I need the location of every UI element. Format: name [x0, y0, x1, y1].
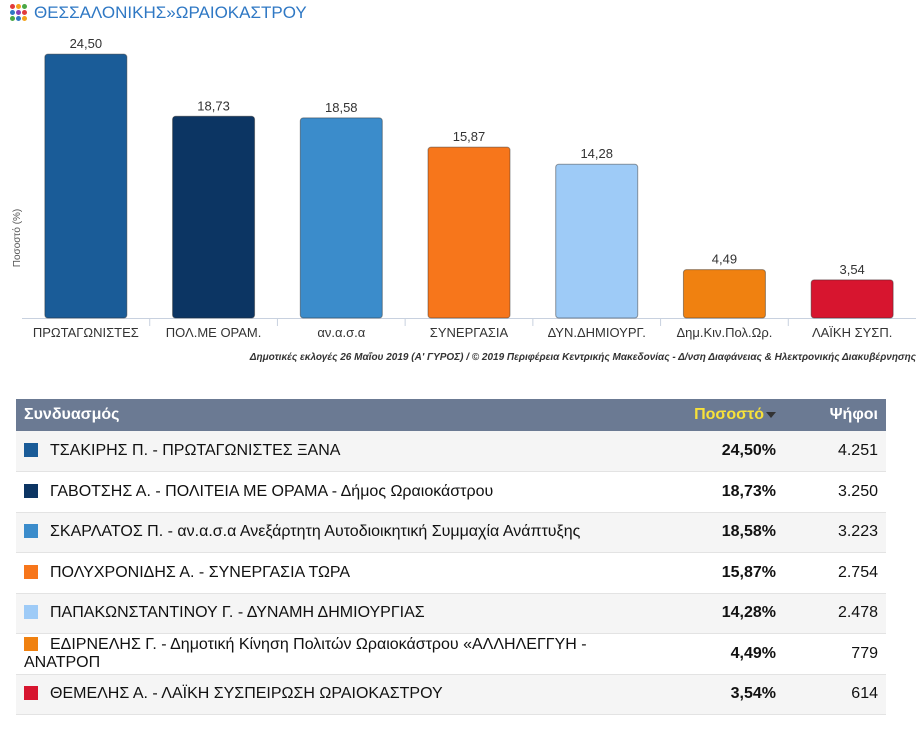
row-percentage: 15,87%: [721, 563, 776, 581]
row-percentage: 3,54%: [730, 685, 776, 703]
breadcrumb-municipality[interactable]: ΩΡΑΙΟΚΑΣΤΡΟΥ: [175, 3, 307, 22]
header-votes[interactable]: Ψήφοι: [829, 406, 878, 423]
table-row[interactable]: ΕΔΙΡΝΕΛΗΣ Γ. - Δημοτική Κίνηση Πολιτών Ω…: [16, 633, 886, 675]
dots-logo-icon: [10, 4, 28, 22]
row-votes: 3.250: [837, 482, 878, 500]
table-row[interactable]: ΣΚΑΡΛΑΤΟΣ Π. - αν.α.σ.α Ανεξάρτητη Αυτοδ…: [16, 512, 886, 553]
row-coalition: ΤΣΑΚΙΡΗΣ Π. - ΠΡΩΤΑΓΩΝΙΣΤΕΣ ΞΑΝΑ: [16, 431, 658, 472]
row-votes: 779: [851, 644, 878, 662]
results-table: Συνδυασμός Ποσοστό Ψήφοι ΤΣΑΚΙΡΗΣ Π. - Π…: [16, 399, 886, 715]
row-coalition-name: ΤΣΑΚΙΡΗΣ Π. - ΠΡΩΤΑΓΩΝΙΣΤΕΣ ΞΑΝΑ: [50, 442, 341, 459]
row-coalition: ΠΑΠΑΚΩΝΣΤΑΝΤΙΝΟΥ Γ. - ΔΥΝΑΜΗ ΔΗΜΙΟΥΡΓΙΑΣ: [16, 593, 658, 634]
row-coalition: ΣΚΑΡΛΑΤΟΣ Π. - αν.α.σ.α Ανεξάρτητη Αυτοδ…: [16, 512, 658, 553]
bar-5[interactable]: [555, 163, 639, 319]
row-votes: 2.478: [837, 604, 878, 622]
row-votes: 3.223: [837, 523, 878, 541]
bar-7[interactable]: [810, 279, 894, 319]
chart-credit: Δημοτικές εκλογές 26 Μαΐου 2019 (Α' ΓΥΡΟ…: [249, 352, 916, 363]
row-votes: 2.754: [837, 563, 878, 581]
row-votes: 4.251: [837, 442, 878, 459]
table-row[interactable]: ΠΑΠΑΚΩΝΣΤΑΝΤΙΝΟΥ Γ. - ΔΥΝΑΜΗ ΔΗΜΙΟΥΡΓΙΑΣ…: [16, 593, 886, 634]
table-header-row: Συνδυασμός Ποσοστό Ψήφοι: [16, 399, 886, 431]
row-coalition-name: ΓΑΒΟΤΣΗΣ Α. - ΠΟΛΙΤΕΙΑ ΜΕ ΟΡΑΜΑ - Δήμος …: [50, 482, 494, 500]
row-coalition: ΠΟΛΥΧΡΟΝΙΔΗΣ Α. - ΣΥΝΕΡΓΑΣΙΑ ΤΩΡΑ: [16, 553, 658, 594]
row-coalition-name: ΘΕΜΕΛΗΣ Α. - ΛΑΪΚΗ ΣΥΣΠΕΙΡΩΣΗ ΩΡΑΙΟΚΑΣΤΡ…: [50, 685, 443, 703]
color-swatch: [24, 443, 38, 457]
color-swatch: [24, 483, 38, 498]
breadcrumb-region[interactable]: ΘΕΣΣΑΛΟΝΙΚΗΣ: [34, 3, 167, 22]
row-coalition: ΘΕΜΕΛΗΣ Α. - ΛΑΪΚΗ ΣΥΣΠΕΙΡΩΣΗ ΩΡΑΙΟΚΑΣΤΡ…: [16, 674, 658, 715]
row-percentage: 4,49%: [730, 644, 776, 662]
x-tick-label: ΔΥΝ.ΔΗΜΙΟΥΡΓ.: [548, 325, 646, 340]
row-votes: 614: [851, 685, 878, 703]
color-swatch: [24, 524, 38, 539]
data-label: 24,50: [70, 36, 103, 51]
data-label: 3,54: [839, 262, 864, 277]
x-tick-label: ΠΟΛ.ΜΕ ΟΡΑΜ.: [166, 325, 262, 340]
x-tick-label: Δημ.Κιν.Πολ.Ωρ.: [676, 325, 772, 340]
data-label: 14,28: [580, 146, 613, 161]
breadcrumb: ΘΕΣΣΑΛΟΝΙΚΗΣ » ΩΡΑΙΟΚΑΣΤΡΟΥ: [10, 2, 307, 24]
row-coalition: ΓΑΒΟΤΣΗΣ Α. - ΠΟΛΙΤΕΙΑ ΜΕ ΟΡΑΜΑ - Δήμος …: [16, 472, 658, 513]
color-swatch: [24, 564, 38, 579]
row-percentage: 18,73%: [721, 482, 776, 500]
data-label: 15,87: [453, 129, 486, 144]
data-label: 18,73: [197, 98, 230, 113]
row-percentage: 24,50%: [721, 442, 776, 459]
row-percentage: 14,28%: [721, 604, 776, 622]
x-tick-label: ΛΑΪΚΗ ΣΥΣΠ.: [812, 325, 892, 340]
header-percentage[interactable]: Ποσοστό: [658, 399, 790, 431]
x-tick-label: ΠΡΩΤΑΓΩΝΙΣΤΕΣ: [33, 325, 139, 340]
table-row[interactable]: ΤΣΑΚΙΡΗΣ Π. - ΠΡΩΤΑΓΩΝΙΣΤΕΣ ΞΑΝΑ 24,50% 4.…: [16, 431, 886, 472]
row-percentage: 18,58%: [721, 523, 776, 541]
row-coalition-name: ΠΟΛΥΧΡΟΝΙΔΗΣ Α. - ΣΥΝΕΡΓΑΣΙΑ ΤΩΡΑ: [50, 563, 351, 581]
bar-2[interactable]: [172, 115, 256, 319]
y-axis-label: Ποσοστό (%): [11, 209, 23, 268]
color-swatch: [24, 605, 38, 620]
bar-4[interactable]: [427, 146, 511, 319]
table-row[interactable]: ΠΟΛΥΧΡΟΝΙΔΗΣ Α. - ΣΥΝΕΡΓΑΣΙΑ ΤΩΡΑ 15,87% 2…: [16, 552, 886, 594]
row-coalition-name: ΣΚΑΡΛΑΤΟΣ Π. - αν.α.σ.α Ανεξάρτητη Αυτοδ…: [50, 523, 581, 541]
bar-chart: Ποσοστό (%) 24,50 ΠΡΩΤΑΓΩΝΙΣΤΕΣ 18,73 ΠΟΛ.ΜΕ…: [11, 36, 916, 340]
row-coalition-name: ΠΑΠΑΚΩΝΣΤΑΝΤΙΝΟΥ Γ. - ΔΥΝΑΜΗ ΔΗΜΙΟΥΡΓΙΑΣ: [50, 604, 425, 622]
table-row[interactable]: ΘΕΜΕΛΗΣ Α. - ΛΑΪΚΗ ΣΥΣΠΕΙΡΩΣΗ ΩΡΑΙΟΚΑΣΤΡ…: [16, 674, 886, 715]
row-coalition: ΕΔΙΡΝΕΛΗΣ Γ. - Δημοτική Κίνηση Πολιτών Ω…: [16, 634, 658, 675]
bar-3[interactable]: [299, 117, 383, 319]
data-label: 18,58: [325, 100, 358, 115]
header-percentage-label: Ποσοστό: [694, 406, 764, 423]
row-coalition-name: ΕΔΙΡΝΕΛΗΣ Γ. - Δημοτική Κίνηση Πολιτών Ω…: [24, 635, 587, 671]
color-swatch: [24, 686, 38, 701]
header-coalition[interactable]: Συνδυασμός: [24, 406, 120, 423]
x-tick-label: ΣΥΝΕΡΓΑΣΙΑ: [430, 325, 509, 340]
x-tick-label: αν.α.σ.α: [317, 325, 365, 340]
table-row[interactable]: ΓΑΒΟΤΣΗΣ Α. - ΠΟΛΙΤΕΙΑ ΜΕ ΟΡΑΜΑ - Δήμος …: [16, 471, 886, 513]
color-swatch: [24, 636, 38, 651]
bar-1[interactable]: [44, 53, 128, 319]
bar-6[interactable]: [682, 269, 766, 319]
data-label: 4,49: [712, 252, 737, 267]
sort-desc-icon: [766, 411, 776, 418]
breadcrumb-separator: »: [166, 3, 176, 22]
